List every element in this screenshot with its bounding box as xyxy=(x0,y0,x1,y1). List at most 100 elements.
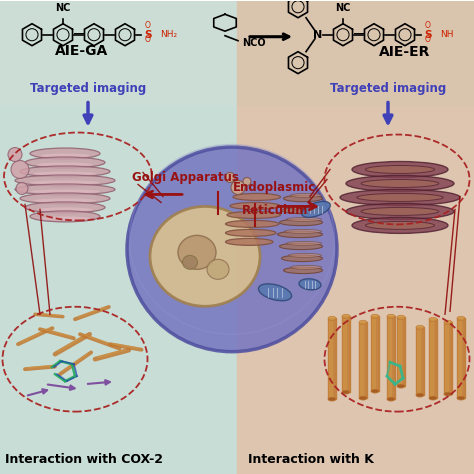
Ellipse shape xyxy=(416,325,424,329)
Ellipse shape xyxy=(37,208,93,211)
Ellipse shape xyxy=(286,218,321,221)
Ellipse shape xyxy=(387,314,395,318)
Ellipse shape xyxy=(365,165,435,173)
Circle shape xyxy=(243,177,251,185)
Text: Golgi Apparatus: Golgi Apparatus xyxy=(132,172,238,184)
Ellipse shape xyxy=(457,396,465,400)
Text: Targeted imaging: Targeted imaging xyxy=(330,82,446,95)
Ellipse shape xyxy=(444,392,452,396)
Circle shape xyxy=(11,161,29,179)
Text: Interaction with K: Interaction with K xyxy=(248,453,374,466)
Ellipse shape xyxy=(178,236,216,269)
Ellipse shape xyxy=(282,255,322,262)
Ellipse shape xyxy=(230,202,281,210)
Ellipse shape xyxy=(357,193,443,201)
Ellipse shape xyxy=(340,190,460,205)
Circle shape xyxy=(225,173,235,182)
Ellipse shape xyxy=(30,148,100,159)
Ellipse shape xyxy=(397,384,405,388)
Ellipse shape xyxy=(359,320,367,324)
Ellipse shape xyxy=(457,316,465,320)
Ellipse shape xyxy=(361,208,439,215)
Ellipse shape xyxy=(150,207,260,306)
Ellipse shape xyxy=(34,172,97,175)
Ellipse shape xyxy=(30,211,100,222)
Text: Endoplasmic: Endoplasmic xyxy=(233,182,317,194)
Ellipse shape xyxy=(277,231,322,237)
Text: N: N xyxy=(313,30,323,40)
Text: NC: NC xyxy=(55,3,71,13)
Ellipse shape xyxy=(371,314,379,318)
Ellipse shape xyxy=(283,267,322,273)
Text: NH₂: NH₂ xyxy=(160,30,177,39)
Ellipse shape xyxy=(286,241,321,246)
Ellipse shape xyxy=(280,243,322,250)
Bar xyxy=(237,1,474,105)
Ellipse shape xyxy=(302,201,330,218)
Ellipse shape xyxy=(328,316,336,320)
Ellipse shape xyxy=(226,229,276,237)
Ellipse shape xyxy=(25,202,105,213)
Ellipse shape xyxy=(207,259,229,279)
Ellipse shape xyxy=(233,193,281,201)
Ellipse shape xyxy=(299,279,321,290)
Ellipse shape xyxy=(15,175,115,186)
Ellipse shape xyxy=(40,154,90,157)
Text: AIE-GA: AIE-GA xyxy=(55,44,109,58)
Ellipse shape xyxy=(283,195,322,202)
Ellipse shape xyxy=(371,389,379,393)
Text: Targeted imaging: Targeted imaging xyxy=(30,82,146,95)
Circle shape xyxy=(8,147,22,162)
Ellipse shape xyxy=(25,157,105,168)
Ellipse shape xyxy=(361,180,439,187)
Ellipse shape xyxy=(352,162,448,177)
Ellipse shape xyxy=(289,205,321,210)
Text: AIE-ER: AIE-ER xyxy=(379,45,431,59)
Ellipse shape xyxy=(20,193,110,204)
Ellipse shape xyxy=(284,229,321,233)
Ellipse shape xyxy=(289,254,321,257)
Text: S: S xyxy=(144,30,152,40)
Ellipse shape xyxy=(226,220,279,228)
Bar xyxy=(237,1,474,474)
Ellipse shape xyxy=(444,320,452,324)
Text: O: O xyxy=(145,35,151,44)
Ellipse shape xyxy=(429,317,437,321)
Ellipse shape xyxy=(346,203,454,219)
Ellipse shape xyxy=(226,238,273,246)
Ellipse shape xyxy=(365,221,435,229)
Text: NC: NC xyxy=(335,3,351,13)
Ellipse shape xyxy=(258,284,292,301)
Text: O: O xyxy=(145,21,151,30)
Ellipse shape xyxy=(37,163,93,166)
Text: O: O xyxy=(425,21,431,30)
Ellipse shape xyxy=(15,184,115,195)
Circle shape xyxy=(231,181,245,194)
Ellipse shape xyxy=(291,193,321,198)
Ellipse shape xyxy=(30,181,100,184)
Ellipse shape xyxy=(291,265,321,269)
Text: Interaction with COX-2: Interaction with COX-2 xyxy=(5,453,163,466)
Ellipse shape xyxy=(352,218,448,233)
Text: O: O xyxy=(425,35,431,44)
Ellipse shape xyxy=(429,396,437,400)
Text: NH: NH xyxy=(440,30,454,39)
Ellipse shape xyxy=(328,397,336,401)
Text: S: S xyxy=(424,30,432,40)
Ellipse shape xyxy=(227,211,281,219)
Ellipse shape xyxy=(34,199,97,202)
Ellipse shape xyxy=(342,314,350,318)
Ellipse shape xyxy=(20,166,110,177)
Circle shape xyxy=(16,182,28,194)
Text: Reticulum: Reticulum xyxy=(242,204,308,218)
Ellipse shape xyxy=(282,207,322,214)
Ellipse shape xyxy=(30,190,100,193)
Ellipse shape xyxy=(40,217,90,220)
Ellipse shape xyxy=(182,255,198,269)
Ellipse shape xyxy=(359,396,367,400)
Ellipse shape xyxy=(342,390,350,394)
Ellipse shape xyxy=(127,147,337,352)
Ellipse shape xyxy=(346,175,454,191)
Ellipse shape xyxy=(387,397,395,401)
Bar xyxy=(0,1,237,105)
